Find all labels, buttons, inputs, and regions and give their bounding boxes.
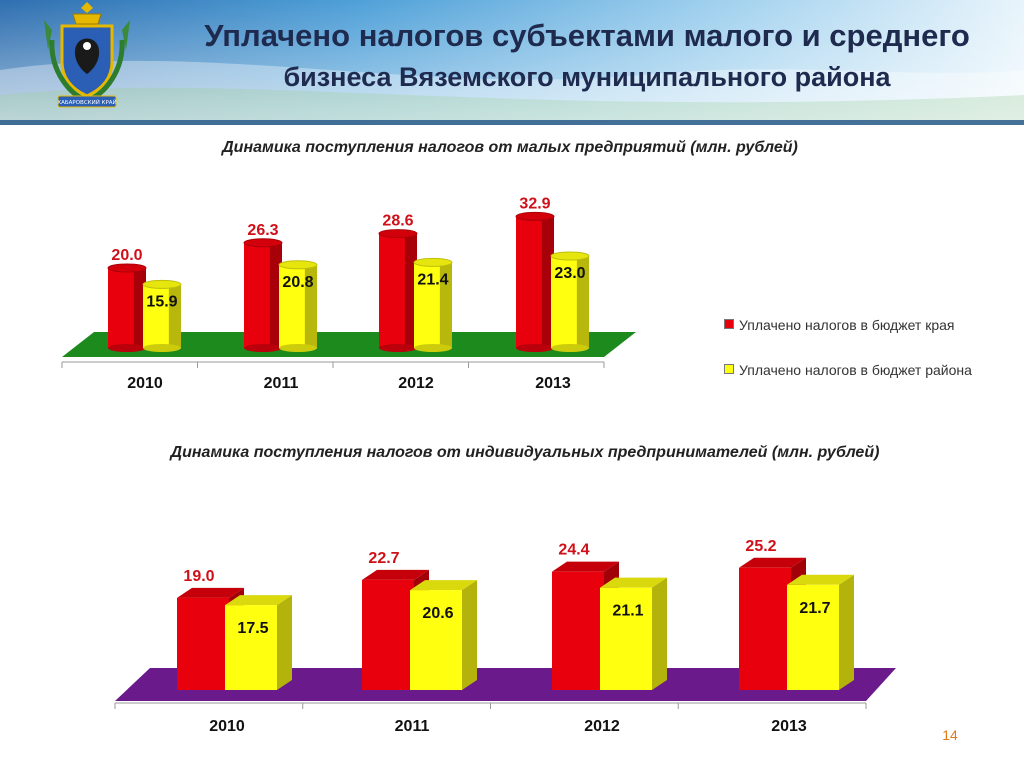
chart1-value-label: 32.9 [519, 195, 550, 212]
chart2-bar-body [600, 587, 652, 690]
chart2-value-label: 22.7 [368, 550, 399, 567]
chart1-bar-base [143, 344, 181, 352]
chart1-x-tick-label: 2012 [398, 375, 434, 392]
chart1-value-label: 28.6 [382, 213, 413, 230]
chart1-x-tick-label: 2010 [127, 375, 163, 392]
chart1-bar-top [515, 211, 555, 221]
chart2-bar-body [739, 567, 791, 690]
chart1-bar-base [279, 344, 317, 352]
chart2-bar-side [462, 580, 477, 690]
chart1-bar-base [244, 344, 282, 352]
chart2-x-tick-label: 2011 [395, 718, 430, 735]
chart1-value-label: 20.0 [111, 247, 142, 264]
chart2-bar-top [410, 580, 477, 591]
chart2-bar-body [787, 584, 839, 690]
chart2-bar-district-2010: 17.5 [225, 595, 292, 690]
chart2-value-label: 25.2 [745, 538, 776, 555]
chart1-value-label: 26.3 [247, 222, 278, 239]
chart1-bar-region-2011: 26.3 [243, 222, 283, 352]
chart2-bar-body [552, 571, 604, 690]
chart1-bar-region-2012: 28.6 [378, 213, 418, 352]
chart2-bar-body [177, 597, 229, 690]
chart1-bar-region-2010: 20.0 [107, 247, 147, 352]
chart1-bar-base [414, 344, 452, 352]
chart2-value-label: 21.1 [612, 603, 643, 620]
chart1-value-label: 23.0 [554, 265, 585, 282]
chart1-bar-shade [168, 284, 181, 348]
page-number: 14 [942, 727, 958, 743]
chart1-title: Динамика поступления налогов от малых пр… [222, 139, 798, 156]
slide-title-line-2: бизнеса Вяземского муниципального района [283, 62, 891, 92]
chart2-x-tick-label: 2013 [771, 718, 807, 735]
chart1-bar-base [379, 344, 417, 352]
chart2-value-label: 24.4 [558, 542, 589, 559]
legend-swatch-yellow [724, 364, 734, 374]
chart1-bar-shade [541, 216, 554, 348]
chart1-bar-top [378, 229, 418, 239]
chart2-value-label: 21.7 [799, 600, 830, 617]
chart1-bar-shade [439, 262, 452, 348]
chart2-bar-district-2011: 20.6 [410, 580, 477, 690]
chart1-value-label: 21.4 [417, 271, 448, 288]
chart2-bar-side [652, 577, 667, 690]
chart2-bar-top [552, 561, 619, 572]
chart1-bar-top [107, 263, 147, 273]
chart1-value-label: 20.8 [282, 274, 313, 291]
legend-swatch-red [724, 319, 734, 329]
chart2-value-label: 20.6 [422, 605, 453, 622]
chart2-value-label: 17.5 [237, 620, 268, 637]
header-band [0, 0, 1024, 125]
chart1-bar-shade [133, 268, 146, 348]
chart2-bar-body [410, 590, 462, 690]
slide-title-line-1: Уплачено налогов субъектами малого и сре… [204, 18, 970, 53]
chart2-bar-top [739, 557, 806, 568]
chart1-x-tick-label: 2011 [264, 375, 299, 392]
chart1-bar-base [108, 344, 146, 352]
chart2-bar-top [600, 577, 667, 588]
chart2-x-tick-label: 2012 [584, 718, 620, 735]
chart2-bar-top [362, 569, 429, 580]
chart1-bar-shade [304, 264, 317, 348]
chart1-value-label: 15.9 [146, 293, 177, 310]
legend-label-region-budget: Уплачено налогов в бюджет края [739, 317, 955, 333]
chart1-bar-district-2010: 15.9 [142, 279, 182, 352]
coat-of-arms-emblem: ХАБАРОВСКИЙ КРАЙ [44, 2, 130, 108]
chart2-bar-district-2013: 21.7 [787, 574, 854, 690]
chart1-bar-district-2011: 20.8 [278, 260, 318, 352]
svg-text:ХАБАРОВСКИЙ КРАЙ: ХАБАРОВСКИЙ КРАЙ [57, 99, 116, 106]
chart1-bar-shade [269, 242, 282, 348]
chart2-bar-district-2012: 21.1 [600, 577, 667, 690]
chart2-title: Динамика поступления налогов от индивиду… [170, 444, 880, 461]
chart2-bar-top [177, 587, 244, 598]
chart2-bar-top [225, 595, 292, 606]
chart1-bar-region-2013: 32.9 [515, 195, 555, 352]
chart2-bar-body [225, 605, 277, 690]
chart2-x-tick-label: 2010 [209, 718, 245, 735]
chart1-floor [62, 332, 636, 357]
chart2-bar-side [839, 574, 854, 690]
chart1-bar-shade [576, 256, 589, 348]
chart1-bar-base [516, 344, 554, 352]
chart1-bar-district-2013: 23.0 [550, 251, 590, 352]
chart2-bar-top [787, 574, 854, 585]
chart1-bar-top [550, 251, 590, 261]
chart2-value-label: 19.0 [183, 568, 214, 585]
chart2-bar-body [362, 579, 414, 690]
chart2-floor [115, 668, 896, 701]
chart1-bar-district-2012: 21.4 [413, 257, 453, 352]
legend-label-district-budget: Уплачено налогов в бюджет района [739, 362, 972, 378]
chart1-bar-top [278, 260, 318, 270]
chart1-bar-top [142, 279, 182, 289]
chart1-x-tick-label: 2013 [535, 375, 571, 392]
chart1-bar-top [243, 238, 283, 248]
chart1-bar-top [413, 257, 453, 267]
chart1-bar-base [551, 344, 589, 352]
chart2-bar-side [277, 595, 292, 690]
